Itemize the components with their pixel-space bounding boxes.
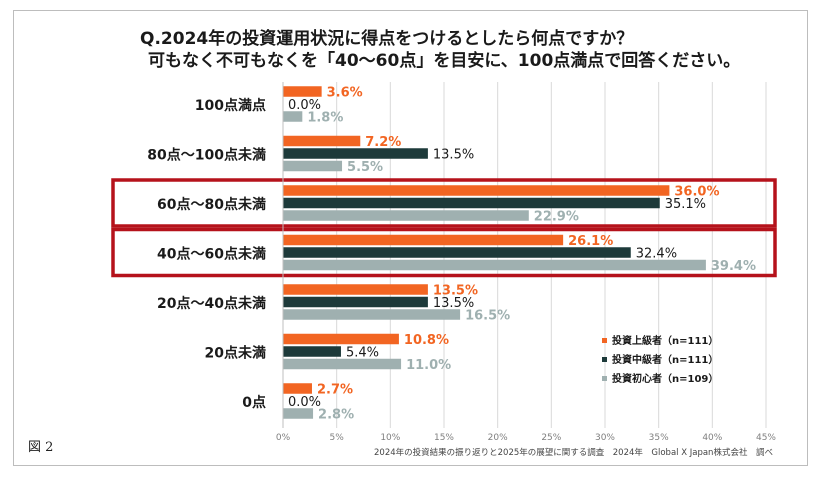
bar-s3: [283, 259, 706, 271]
data-label-s1: 10.8%: [404, 333, 449, 348]
data-label-s3: 11.0%: [406, 358, 451, 373]
chart-title-line1: Q.2024年の投資運用状況に得点をつけるとしたら何点ですか？: [140, 29, 634, 49]
bar-s3: [283, 358, 402, 370]
data-label-s1: 26.1%: [568, 234, 613, 249]
bar-s1: [283, 284, 428, 295]
data-label-s3: 5.5%: [347, 160, 383, 175]
data-label-s3: 16.5%: [465, 309, 510, 324]
x-tick-label: 40%: [702, 433, 722, 443]
x-tick-label: 20%: [488, 433, 508, 443]
highlight-box-2: [111, 178, 777, 228]
bar-s1: [283, 135, 361, 147]
x-tick-label: 25%: [541, 433, 561, 443]
bar-s3: [283, 210, 529, 221]
legend-swatch-s3: [602, 376, 607, 381]
data-label-s1: 3.6%: [327, 86, 363, 101]
data-label-s2: 5.4%: [346, 346, 379, 361]
bar-s2: [283, 148, 428, 159]
legend-swatch-s2: [602, 357, 607, 362]
data-label-s2: 35.1%: [665, 197, 706, 212]
x-tick-label: 5%: [330, 433, 345, 443]
bar-s1: [283, 185, 670, 196]
chart-title: Q.2024年の投資運用状況に得点をつけるとしたら何点ですか？ 可もなく不可もな…: [140, 28, 740, 72]
bar-s1: [283, 86, 322, 97]
data-label-s2: 0.0%: [288, 98, 321, 113]
figure-label: 図 2: [28, 440, 54, 455]
bar-s3: [283, 160, 343, 172]
category-label: 60点～80点未満: [157, 196, 266, 213]
legend-entry-s3: 投資初心者（n=109）: [612, 372, 718, 385]
bar-s2: [283, 247, 631, 258]
bar-s2: [283, 197, 660, 209]
data-label-s2: 0.0%: [288, 395, 321, 410]
category-label: 20点未満: [205, 345, 266, 362]
x-tick-label: 35%: [649, 433, 669, 443]
category-label: 80点～100点未満: [147, 147, 266, 164]
highlight-box-3: [111, 227, 777, 278]
category-label: 40点～60点未満: [157, 246, 266, 263]
bar-s1: [283, 234, 564, 246]
x-tick-label: 10%: [380, 433, 400, 443]
bar-s1: [283, 333, 399, 345]
bar-s1: [283, 383, 312, 394]
data-label-s1: 7.2%: [365, 135, 401, 150]
data-label-s3: 22.9%: [534, 210, 579, 225]
category-label: 100点満点: [195, 97, 266, 114]
data-label-s2: 32.4%: [636, 247, 677, 262]
x-tick-label: 15%: [434, 433, 454, 443]
data-label-s3: 39.4%: [711, 259, 756, 274]
data-label-s1: 36.0%: [674, 185, 719, 200]
category-label: 20点～40点未満: [157, 295, 266, 312]
data-label-s3: 2.8%: [318, 408, 354, 423]
x-tick-label: 45%: [756, 433, 776, 443]
bar-s2: [283, 296, 428, 308]
legend-swatch-s1: [602, 338, 607, 343]
chart-title-line2: 可もなく不可もなくを「40～60点」を目安に、100点満点で回答ください。: [148, 51, 741, 71]
legend-entry-s2: 投資中級者（n=111）: [612, 353, 718, 366]
bar-s3: [283, 408, 314, 419]
source-note: 2024年の投資結果の振り返りと2025年の展望に関する調査 2024年 Glo…: [374, 448, 773, 458]
data-label-s1: 2.7%: [317, 383, 353, 398]
bar-s3: [283, 309, 461, 320]
x-tick-label: 0%: [276, 433, 291, 443]
bar-s2: [283, 346, 341, 357]
x-tick-label: 30%: [595, 433, 615, 443]
data-label-s2: 13.5%: [433, 296, 474, 311]
bar-s3: [283, 111, 303, 122]
data-label-s1: 13.5%: [433, 284, 478, 299]
category-label: 0点: [242, 394, 266, 411]
legend-entry-s1: 投資上級者（n=111）: [612, 334, 718, 347]
data-label-s2: 13.5%: [433, 148, 474, 163]
data-label-s3: 1.8%: [307, 111, 343, 126]
